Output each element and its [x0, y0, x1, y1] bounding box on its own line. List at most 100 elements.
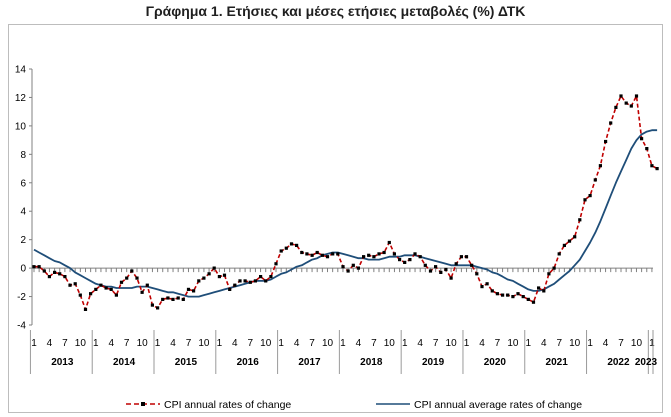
annual-point-marker [521, 295, 525, 299]
annual-point-marker [609, 121, 613, 125]
annual-point-marker [367, 253, 371, 257]
annual-point-marker [99, 283, 103, 287]
annual-point-marker [459, 255, 463, 259]
annual-point-marker [567, 239, 572, 243]
y-tick-label: 8 [20, 150, 26, 161]
x-month-label: 10 [631, 338, 643, 349]
annual-point-marker [624, 101, 628, 105]
annual-point-marker [325, 255, 330, 259]
x-month-label: 10 [75, 338, 87, 349]
annual-point-marker [228, 287, 232, 291]
x-month-label: 10 [446, 338, 458, 349]
annual-point-marker [418, 255, 422, 259]
x-month-label: 7 [309, 338, 315, 349]
annual-point-marker [259, 275, 263, 279]
annual-point-marker [562, 243, 566, 247]
annual-point-marker [423, 263, 427, 267]
y-tick-label: -2 [17, 292, 26, 303]
x-month-label: 7 [433, 338, 439, 349]
annual-point-marker [104, 286, 108, 290]
x-month-label: 4 [232, 338, 238, 349]
annual-point-marker [645, 147, 649, 151]
y-tick-label: 14 [15, 65, 27, 76]
x-month-label: 1 [93, 338, 99, 349]
annual-point-marker [305, 252, 309, 256]
annual-point-marker [130, 269, 134, 273]
annual-point-marker [428, 269, 433, 273]
annual-point-marker [454, 262, 458, 266]
annual-point-marker [392, 252, 396, 256]
x-month-label: 4 [417, 338, 423, 349]
annual-point-marker [94, 287, 98, 291]
x-month-label: 1 [31, 338, 37, 349]
legend-average-label: CPI annual average rates of change [414, 399, 582, 411]
annual-point-marker [578, 218, 582, 222]
y-tick-label: 10 [15, 121, 27, 132]
annual-point-marker [222, 273, 227, 277]
x-month-label: 1 [402, 338, 408, 349]
annual-point-marker [279, 249, 283, 253]
annual-point-marker [372, 255, 376, 259]
x-month-label: 1 [464, 338, 470, 349]
x-month-label: 4 [47, 338, 53, 349]
x-month-label: 10 [198, 338, 210, 349]
annual-point-marker [629, 104, 633, 108]
x-year-label: 2019 [422, 357, 445, 368]
x-year-label: 2013 [51, 357, 74, 368]
annual-point-marker [387, 240, 391, 245]
annual-point-marker [583, 198, 587, 202]
annual-point-marker [119, 280, 124, 284]
annual-point-marker [542, 289, 546, 293]
annual-point-marker [315, 250, 319, 255]
annual-point-marker [531, 300, 536, 304]
annual-point-marker [434, 265, 438, 269]
x-year-label: 2017 [298, 357, 321, 368]
annual-point-marker [289, 242, 294, 246]
x-month-label: 1 [649, 338, 655, 349]
annual-point-marker [269, 275, 273, 279]
annual-point-marker [444, 267, 448, 272]
x-month-label: 4 [479, 338, 485, 349]
annual-point-marker [212, 266, 216, 270]
x-month-label: 4 [108, 338, 114, 349]
annual-point-marker [202, 276, 206, 280]
annual-point-marker [83, 307, 88, 311]
annual-point-marker [346, 269, 350, 273]
x-year-label: 2022 [607, 357, 630, 368]
x-month-label: 1 [155, 338, 161, 349]
x-month-label: 10 [569, 338, 581, 349]
annual-point-marker [264, 279, 268, 283]
annual-point-marker [485, 282, 489, 286]
x-month-label: 10 [137, 338, 149, 349]
annual-point-marker [362, 255, 366, 259]
chart-title: Γράφημα 1. Ετήσιες και μέσες ετήσιες μετ… [145, 3, 526, 19]
annual-point-marker [320, 253, 324, 257]
annual-point-marker [32, 265, 36, 269]
annual-point-marker [68, 283, 72, 287]
x-year-label: 2020 [484, 357, 507, 368]
x-month-label: 10 [507, 338, 519, 349]
x-month-label: 7 [124, 338, 130, 349]
annual-point-marker [89, 292, 93, 296]
x-month-label: 10 [260, 338, 272, 349]
annual-point-marker [341, 265, 345, 269]
x-month-label: 7 [495, 338, 501, 349]
annual-point-marker [377, 252, 381, 256]
x-month-label: 7 [247, 338, 253, 349]
annual-point-marker [171, 297, 175, 301]
annual-point-marker [166, 296, 170, 300]
annual-point-marker [140, 290, 144, 294]
annual-point-marker [557, 252, 561, 256]
annual-point-marker [470, 263, 474, 267]
annual-point-marker [331, 252, 335, 256]
legend: CPI annual rates of change CPI annual av… [126, 399, 582, 411]
annual-point-marker [516, 292, 520, 296]
annual-point-marker [300, 250, 304, 255]
annual-point-marker [150, 303, 154, 307]
annual-point-marker [604, 139, 608, 144]
x-year-label: 2023 [635, 357, 658, 368]
annual-point-marker [135, 276, 139, 280]
x-month-label: 1 [587, 338, 593, 349]
annual-point-marker [243, 279, 247, 283]
